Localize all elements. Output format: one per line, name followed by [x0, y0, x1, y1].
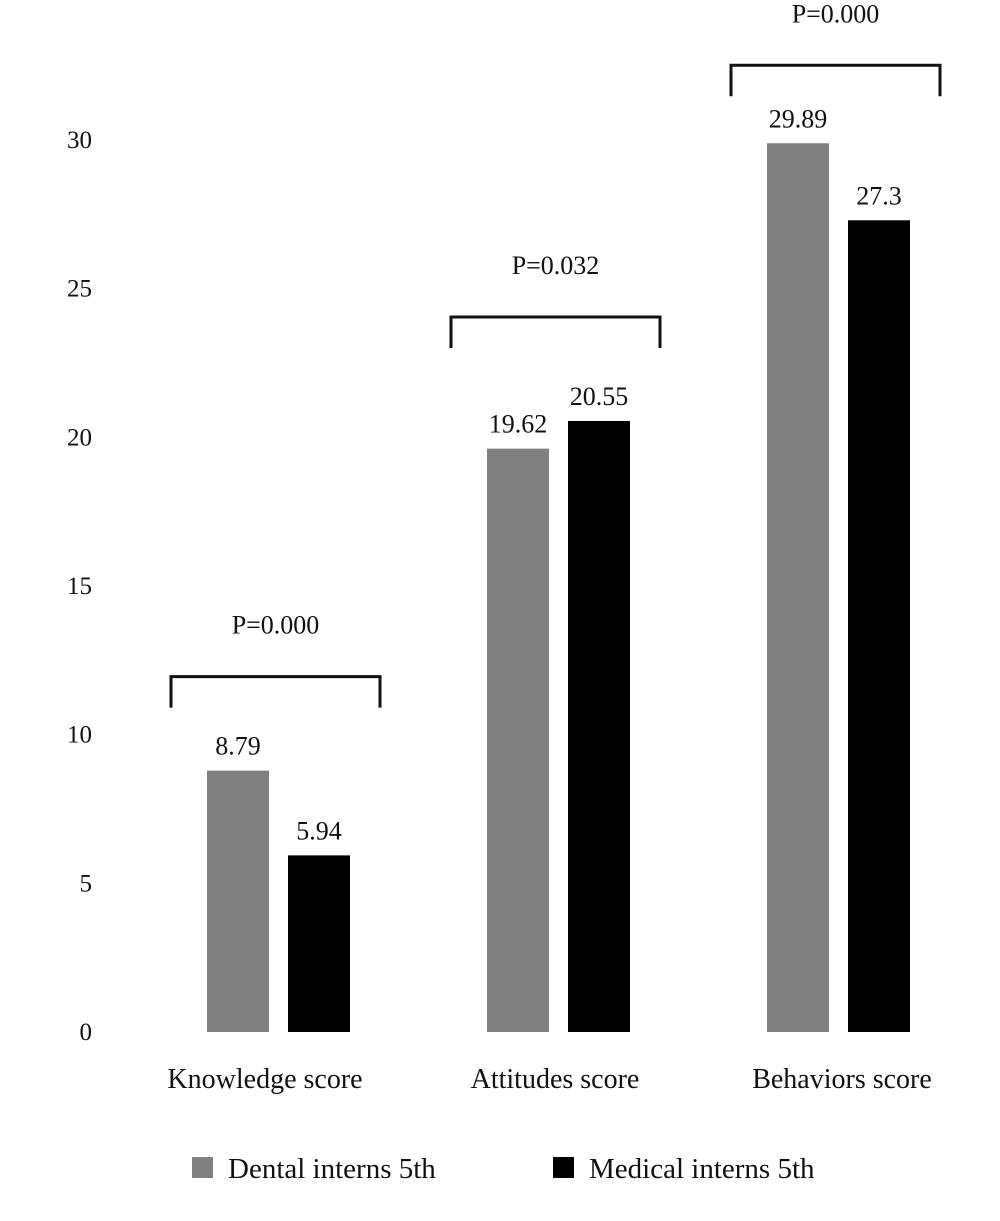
data-label: 27.3 — [856, 181, 902, 210]
significance-bracket — [729, 63, 942, 97]
legend-label: Medical interns 5th — [589, 1153, 815, 1185]
y-tick-label: 30 — [67, 127, 92, 154]
bar-dental — [207, 770, 269, 1032]
bar-medical — [568, 420, 630, 1033]
bar-medical — [848, 220, 910, 1032]
data-label: 19.62 — [489, 410, 548, 439]
y-tick-label: 0 — [80, 1019, 93, 1046]
bar-dental — [767, 143, 829, 1033]
x-category-label: Attitudes score — [471, 1064, 640, 1095]
y-tick-label: 5 — [80, 870, 93, 897]
y-tick-label: 20 — [67, 424, 92, 451]
legend-swatch — [553, 1157, 574, 1178]
y-tick-label: 15 — [67, 573, 92, 600]
legend-label: Dental interns 5th — [228, 1153, 436, 1185]
data-label: 20.55 — [570, 382, 629, 411]
significance-bracket — [169, 675, 382, 708]
p-value-annotation: P=0.032 — [512, 251, 600, 280]
data-label: 5.94 — [296, 816, 342, 845]
data-label: 8.79 — [215, 732, 261, 761]
bar-dental — [487, 448, 549, 1033]
y-tick-label: 25 — [67, 276, 92, 303]
x-category-label: Behaviors score — [752, 1064, 932, 1095]
x-category-label: Knowledge score — [167, 1064, 362, 1095]
legend-swatch — [192, 1157, 213, 1178]
bar-medical — [288, 855, 350, 1032]
data-label: 29.89 — [769, 104, 828, 133]
significance-bracket — [449, 315, 662, 348]
y-tick-label: 10 — [67, 722, 92, 749]
p-value-annotation: P=0.000 — [792, 0, 880, 28]
p-value-annotation: P=0.000 — [232, 611, 320, 640]
